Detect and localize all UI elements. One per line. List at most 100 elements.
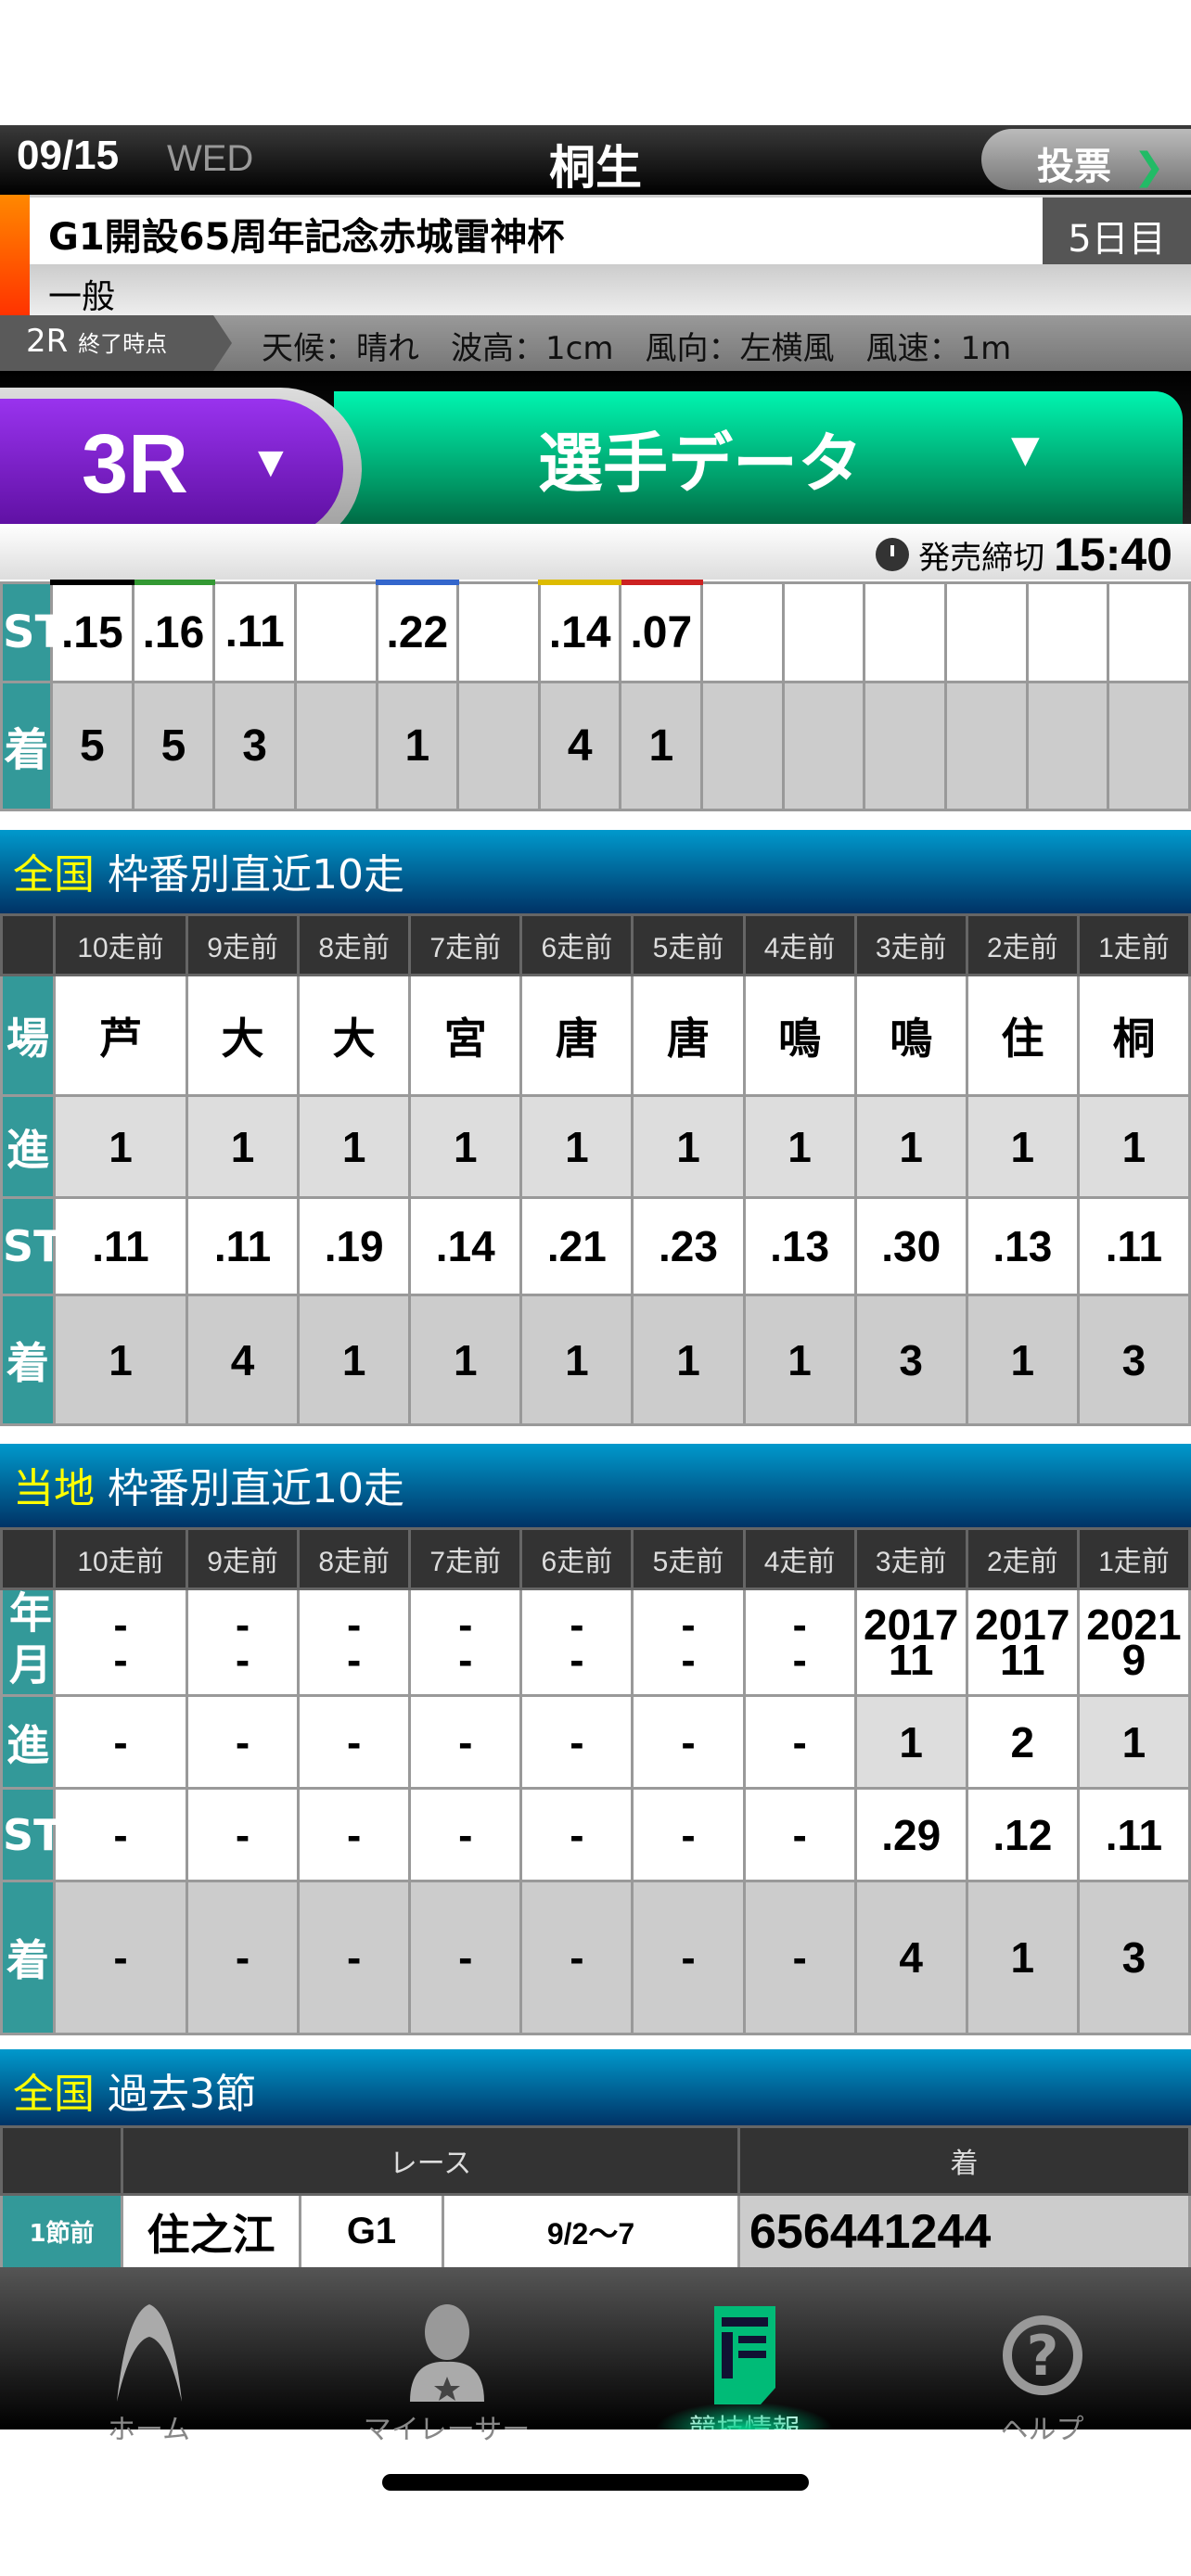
dropdown-arrow-icon: ▼: [258, 443, 284, 481]
year-month-cell: --: [519, 1588, 634, 1697]
col-header: 7走前: [408, 1527, 523, 1590]
st-cell: .14: [537, 580, 622, 683]
my-racer-icon: [298, 2304, 596, 2406]
row-label: 着: [0, 1880, 56, 2035]
col-header: 5走前: [631, 1527, 746, 1590]
section-header-national: 全国 枠番別直近10走: [0, 830, 1191, 913]
timestamp-suffix: 終了時点: [78, 331, 168, 357]
col-header: 1走前: [1076, 913, 1191, 976]
grade-cell: G1: [299, 2193, 444, 2270]
col-header: 10走前: [53, 913, 188, 976]
month: -: [570, 1636, 584, 1684]
section-prefix: 当地: [13, 1465, 95, 1512]
clock-icon: [876, 538, 910, 571]
race-title-row: G1開設65周年記念赤城雷神杯 5日目: [0, 195, 1191, 267]
year-month-cell: --: [408, 1588, 523, 1697]
table-row[interactable]: 1節前 住之江 G1 9/2〜7 656441244: [0, 2193, 1191, 2270]
cell: 1: [965, 1294, 1080, 1426]
section-header-local: 当地 枠番別直近10走: [0, 1444, 1191, 1527]
finish-cell: [456, 680, 541, 811]
deadline-time: 15:40: [1054, 529, 1172, 580]
year: -: [347, 1600, 362, 1649]
nav-item-race-info[interactable]: 競技情報: [596, 2267, 893, 2446]
cell: 唐: [631, 974, 746, 1097]
month: -: [347, 1636, 362, 1684]
year: -: [681, 1600, 696, 1649]
grade-label: 一般: [30, 264, 1191, 316]
home-indicator[interactable]: [382, 2474, 809, 2491]
cell: -: [631, 1694, 746, 1790]
race-selector[interactable]: 3R ▼: [0, 399, 343, 538]
cell: -: [185, 1880, 301, 2035]
help-icon: ?: [893, 2304, 1191, 2406]
cell: 1: [519, 1094, 634, 1199]
vote-button[interactable]: 投票 ❯: [981, 129, 1191, 190]
month: 11: [888, 1636, 934, 1684]
nav-label: マイレーサー: [363, 2414, 531, 2446]
cell: 3: [1076, 1880, 1191, 2035]
st-cell: [293, 580, 378, 683]
year-month-cell: 2017 11: [965, 1588, 1080, 1697]
month: -: [235, 1636, 250, 1684]
venue-title: 桐生: [549, 141, 642, 195]
table-row: 年月 - - - - - - - - - - - - - -2017 11 2017 11 2021 9: [0, 1588, 1191, 1697]
cell: -: [408, 1880, 523, 2035]
view-label: 選手データ: [538, 426, 863, 502]
col-header: 3走前: [853, 913, 968, 976]
cell: .11: [185, 1196, 301, 1296]
view-selector[interactable]: 選手データ ▼: [334, 391, 1183, 524]
st-cell: [456, 580, 541, 683]
cell: -: [408, 1787, 523, 1882]
cell: .30: [853, 1196, 968, 1296]
home-arc-icon: [0, 2304, 298, 2406]
race-title: G1開設65周年記念赤城雷神杯: [48, 216, 565, 259]
chevron-right-icon: ❯: [1133, 146, 1165, 188]
nav-item-my-racer[interactable]: マイレーサー: [298, 2267, 596, 2446]
venue-cell: 住之江: [121, 2193, 301, 2270]
cell: 1: [53, 1094, 188, 1199]
month: -: [113, 1636, 128, 1684]
weather-text: 天候：晴れ 波高：1cm 風向：左横風 風速：1m: [262, 330, 1012, 367]
nav-item-home-arc[interactable]: ホーム: [0, 2267, 298, 2446]
col-header: 4走前: [742, 1527, 857, 1590]
st-cell: .22: [375, 580, 460, 683]
col-header: 4走前: [742, 913, 857, 976]
cell: -: [519, 1694, 634, 1790]
cell: 宮: [408, 974, 523, 1097]
top-bar: 桐生 09/15 WED 投票 ❯: [0, 125, 1191, 195]
cell: -: [742, 1694, 857, 1790]
cell: 鳴: [853, 974, 968, 1097]
st-cell: [1107, 580, 1191, 683]
finishes-cell: 656441244: [737, 2193, 1191, 2270]
col-header: 8走前: [297, 1527, 412, 1590]
finish-cell: [781, 680, 866, 811]
row-label: ST: [0, 1196, 63, 1296]
finish-cell: 3: [212, 680, 297, 811]
year: -: [458, 1600, 473, 1649]
year-month-cell: --: [631, 1588, 746, 1697]
cell: 1: [1076, 1094, 1191, 1199]
section-title: 枠番別直近10走: [108, 1465, 404, 1512]
month: 9: [1121, 1636, 1146, 1684]
section-prefix: 全国: [13, 2071, 95, 2118]
cell: .11: [1076, 1787, 1191, 1882]
year: -: [113, 1600, 128, 1649]
cell: 桐: [1076, 974, 1191, 1097]
cell: 芦: [53, 974, 188, 1097]
month: -: [458, 1636, 473, 1684]
cell: .29: [853, 1787, 968, 1882]
cell: -: [519, 1880, 634, 2035]
col-header: 9走前: [185, 1527, 301, 1590]
row-label: 1節前: [0, 2193, 123, 2270]
finish-cell: [863, 680, 948, 811]
finish-cell: [1025, 680, 1110, 811]
col-header: 9走前: [185, 913, 301, 976]
row-label: 進: [0, 1694, 56, 1790]
grade-accent: [0, 195, 30, 315]
race-selector-bar: 選手データ ▼ 3R ▼: [0, 371, 1191, 550]
nav-item-help[interactable]: ? ヘルプ: [893, 2267, 1191, 2446]
finish-cell: 5: [131, 680, 216, 811]
cell: -: [297, 1880, 412, 2035]
